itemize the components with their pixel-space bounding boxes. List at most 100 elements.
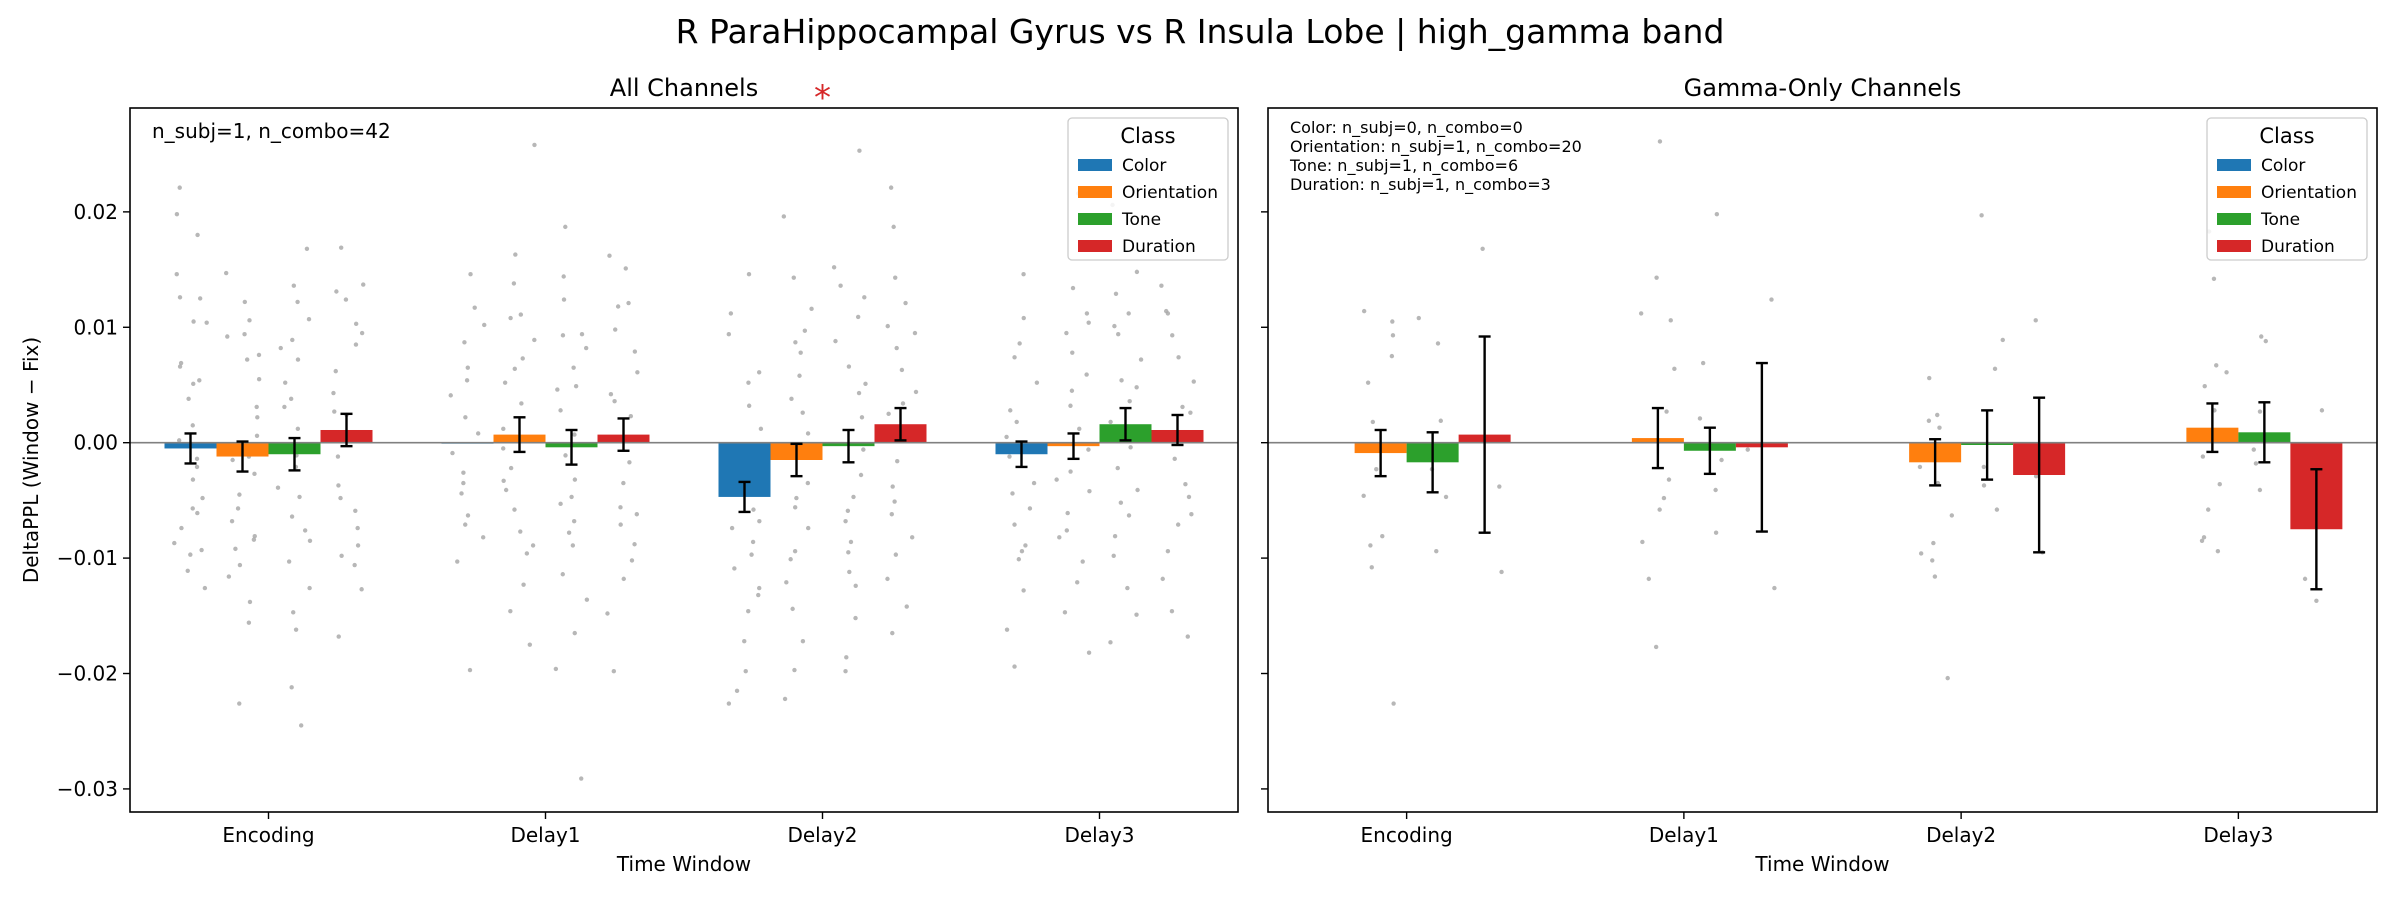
data-point	[844, 655, 849, 660]
data-point	[177, 295, 183, 300]
axes-frame	[1267, 107, 2378, 813]
data-point	[1176, 355, 1181, 360]
data-point	[352, 562, 357, 568]
data-point	[1185, 634, 1190, 639]
data-point	[519, 401, 524, 406]
data-point	[256, 352, 262, 358]
data-point	[615, 304, 621, 309]
data-point	[2000, 337, 2005, 343]
data-point	[858, 472, 864, 478]
data-point	[621, 576, 626, 582]
data-point	[297, 494, 302, 500]
data-point	[1126, 513, 1132, 518]
legend-title: Class	[1120, 124, 1175, 148]
data-point	[893, 552, 899, 557]
legend: Class Color Orientation Tone Duration	[2206, 117, 2368, 261]
data-point	[1014, 419, 1019, 425]
data-point	[1175, 522, 1181, 527]
data-point	[809, 306, 814, 312]
data-point	[1772, 585, 1777, 591]
data-point	[1183, 482, 1188, 487]
data-point	[613, 327, 618, 332]
data-point	[1668, 318, 1673, 323]
data-point	[758, 426, 764, 432]
data-point	[781, 214, 787, 219]
data-point	[2253, 461, 2259, 466]
data-point	[1713, 487, 1718, 493]
data-point	[255, 415, 260, 420]
data-point	[1116, 332, 1121, 337]
annotation-text: Color: n_subj=0, n_combo=0	[1290, 118, 1523, 138]
data-point	[513, 252, 518, 257]
data-point	[339, 553, 344, 558]
data-point	[335, 454, 341, 459]
error-bar	[565, 428, 578, 466]
data-point	[1657, 139, 1663, 144]
data-point	[1165, 548, 1171, 554]
data-point	[1111, 553, 1116, 558]
data-point	[579, 776, 584, 781]
data-point	[1992, 366, 1998, 372]
data-point	[461, 480, 466, 486]
data-point	[626, 300, 631, 306]
legend-entry: Orientation	[1122, 183, 1218, 203]
data-point	[359, 587, 364, 592]
data-point	[572, 477, 578, 482]
data-point	[521, 582, 526, 587]
data-point	[1125, 585, 1130, 591]
data-point	[1657, 507, 1662, 512]
data-point	[246, 620, 252, 625]
legend-entry: Color	[1122, 156, 1166, 176]
error-bar	[894, 406, 907, 442]
data-point	[512, 507, 517, 512]
error-bar	[1755, 361, 1768, 533]
error-bar	[1478, 335, 1491, 534]
data-point	[1021, 588, 1026, 593]
data-point	[855, 314, 861, 320]
data-point	[467, 667, 473, 673]
data-point	[800, 638, 806, 644]
data-point	[584, 597, 590, 602]
panel-all-channels: All Channels −0.03 −0.02 −0.01 0.00 0.01 0.02 E…	[19, 74, 1239, 876]
data-point	[302, 528, 308, 533]
data-point	[1191, 379, 1196, 384]
data-point	[618, 505, 623, 510]
x-tick-label: Delay3	[1064, 823, 1134, 847]
data-point	[511, 281, 517, 286]
data-point	[912, 330, 918, 336]
data-point	[909, 535, 915, 540]
data-point	[856, 390, 862, 396]
data-point	[572, 432, 577, 437]
data-point	[792, 667, 797, 673]
data-point	[1713, 530, 1719, 535]
data-point	[2033, 473, 2039, 479]
data-point	[1138, 357, 1144, 362]
data-point	[338, 495, 343, 501]
data-point	[862, 295, 867, 300]
data-point	[1438, 418, 1443, 423]
data-point	[1180, 404, 1185, 410]
data-point	[1170, 333, 1175, 338]
significance-marker: *	[814, 78, 831, 118]
data-point	[359, 330, 365, 336]
data-point	[455, 559, 460, 564]
data-point	[1664, 409, 1669, 414]
data-point	[560, 572, 565, 577]
data-point	[256, 377, 262, 382]
data-point	[508, 608, 513, 614]
data-point	[1937, 425, 1942, 430]
data-point	[621, 480, 626, 486]
data-point	[1391, 701, 1396, 706]
data-point	[1930, 558, 1935, 563]
data-point	[252, 533, 257, 539]
data-point	[2217, 482, 2222, 487]
error-bar	[1426, 431, 1439, 494]
data-point	[1064, 330, 1069, 336]
data-point	[726, 701, 732, 706]
data-point	[2033, 318, 2038, 323]
y-tick-label: −0.03	[57, 777, 118, 801]
data-point	[788, 557, 793, 562]
data-point	[885, 576, 890, 582]
data-point	[1443, 494, 1449, 500]
legend-swatch	[2217, 159, 2251, 171]
